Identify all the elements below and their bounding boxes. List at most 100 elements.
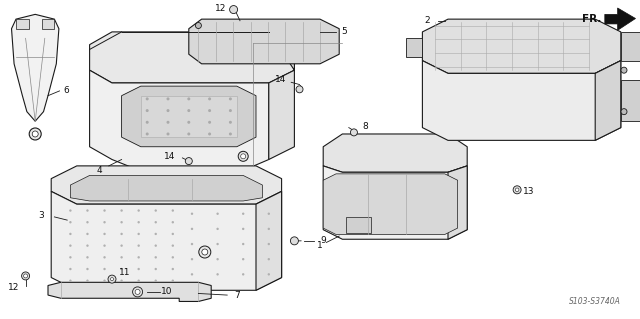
Circle shape (188, 132, 190, 136)
Circle shape (513, 186, 521, 194)
Circle shape (103, 279, 106, 282)
Polygon shape (448, 166, 467, 239)
Polygon shape (189, 19, 339, 64)
Circle shape (111, 278, 113, 281)
Text: FR.: FR. (582, 14, 602, 24)
Polygon shape (346, 217, 371, 233)
Polygon shape (90, 70, 269, 185)
Text: 10: 10 (161, 287, 172, 296)
Circle shape (138, 268, 140, 270)
Circle shape (208, 97, 211, 100)
Circle shape (216, 273, 219, 276)
Text: 14: 14 (164, 152, 175, 161)
Circle shape (166, 109, 170, 112)
Polygon shape (48, 282, 211, 301)
Circle shape (242, 212, 244, 215)
Circle shape (242, 228, 244, 230)
Circle shape (86, 209, 89, 212)
Circle shape (188, 97, 190, 100)
Polygon shape (51, 191, 282, 290)
Text: 14: 14 (275, 75, 286, 84)
Circle shape (103, 256, 106, 258)
Circle shape (69, 209, 72, 212)
Text: 3: 3 (39, 211, 44, 220)
Circle shape (146, 109, 148, 112)
Circle shape (103, 268, 106, 270)
Polygon shape (605, 8, 636, 30)
Polygon shape (12, 14, 59, 121)
Circle shape (120, 279, 123, 282)
Circle shape (191, 258, 193, 260)
Circle shape (120, 244, 123, 247)
Polygon shape (122, 86, 256, 147)
Circle shape (238, 151, 248, 161)
Circle shape (120, 233, 123, 235)
Text: 8: 8 (362, 122, 367, 130)
Circle shape (120, 268, 123, 270)
Circle shape (86, 256, 89, 258)
Circle shape (154, 221, 157, 223)
Circle shape (242, 243, 244, 245)
Circle shape (103, 209, 106, 212)
Circle shape (69, 256, 72, 258)
Circle shape (191, 228, 193, 230)
Polygon shape (70, 175, 262, 201)
Circle shape (22, 272, 29, 280)
Circle shape (242, 273, 244, 276)
Circle shape (296, 86, 303, 93)
Circle shape (229, 97, 232, 100)
Circle shape (29, 128, 41, 140)
Circle shape (146, 97, 148, 100)
Circle shape (229, 132, 232, 136)
Circle shape (208, 132, 211, 136)
Circle shape (216, 258, 219, 260)
Circle shape (138, 209, 140, 212)
Text: 1: 1 (317, 241, 323, 250)
Text: 6: 6 (63, 86, 68, 95)
Circle shape (154, 209, 157, 212)
Polygon shape (269, 32, 294, 160)
Circle shape (86, 244, 89, 247)
Circle shape (120, 221, 123, 223)
Circle shape (138, 279, 140, 282)
Circle shape (172, 244, 174, 247)
Polygon shape (256, 191, 282, 290)
Circle shape (202, 249, 208, 255)
Circle shape (154, 256, 157, 258)
Circle shape (230, 5, 237, 14)
Polygon shape (595, 61, 621, 140)
Polygon shape (141, 96, 237, 137)
Polygon shape (406, 38, 422, 57)
Circle shape (351, 129, 357, 136)
Circle shape (154, 244, 157, 247)
Circle shape (86, 221, 89, 223)
Circle shape (69, 221, 72, 223)
Circle shape (172, 256, 174, 258)
Circle shape (191, 212, 193, 215)
Circle shape (154, 279, 157, 282)
Circle shape (199, 246, 211, 258)
Circle shape (229, 109, 232, 112)
Circle shape (138, 256, 140, 258)
Polygon shape (323, 174, 458, 234)
Circle shape (135, 289, 140, 294)
Circle shape (172, 233, 174, 235)
Circle shape (166, 97, 170, 100)
Circle shape (24, 274, 28, 278)
Circle shape (103, 244, 106, 247)
Circle shape (103, 221, 106, 223)
Circle shape (621, 67, 627, 73)
Circle shape (146, 132, 148, 136)
Text: 13: 13 (523, 187, 534, 196)
Circle shape (120, 256, 123, 258)
Circle shape (138, 233, 140, 235)
Circle shape (186, 158, 192, 165)
Circle shape (103, 233, 106, 235)
Circle shape (268, 228, 270, 230)
Circle shape (188, 121, 190, 124)
Circle shape (172, 279, 174, 282)
Text: 7: 7 (234, 291, 239, 300)
Circle shape (268, 273, 270, 276)
Polygon shape (323, 166, 467, 239)
Circle shape (208, 121, 211, 124)
